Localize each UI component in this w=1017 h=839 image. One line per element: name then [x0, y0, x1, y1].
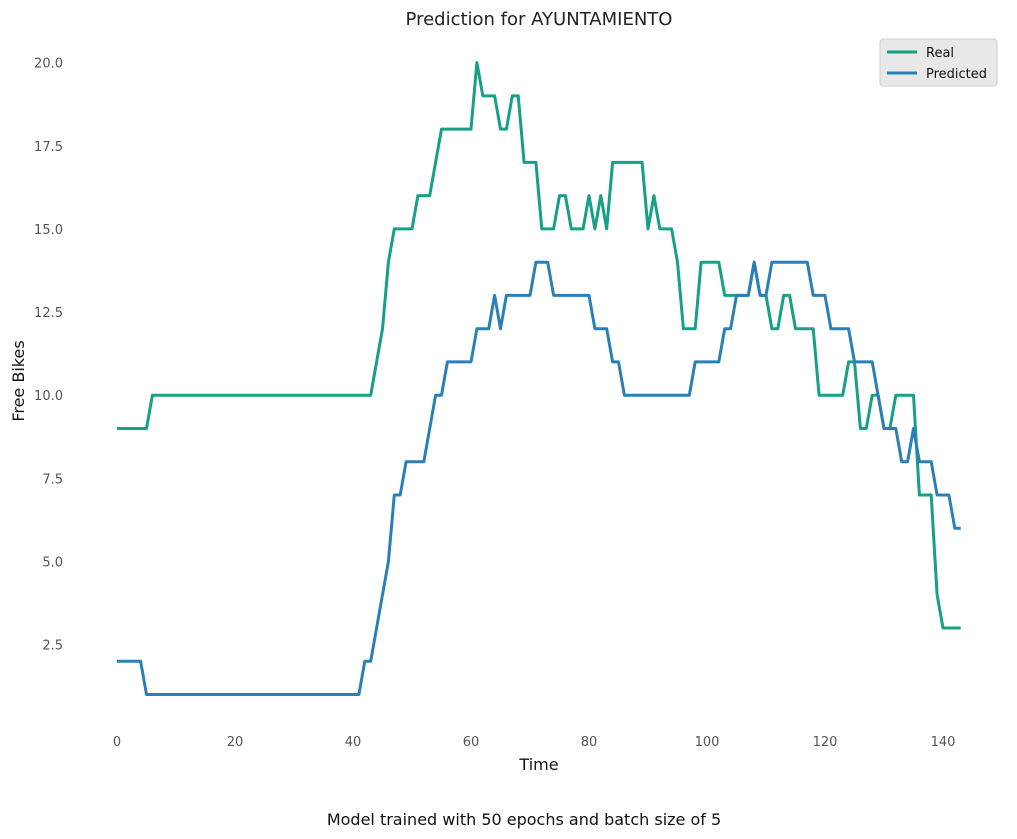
- series-lines: [117, 61, 961, 696]
- x-tick-label: 0: [113, 735, 121, 750]
- y-tick-label: 12.5: [34, 306, 63, 321]
- x-tick-label: 40: [345, 735, 362, 750]
- chart-caption: Model trained with 50 epochs and batch s…: [327, 810, 721, 829]
- y-tick-label: 17.5: [34, 140, 63, 155]
- legend-label-real: Real: [926, 46, 954, 61]
- x-tick-label: 120: [813, 735, 838, 750]
- y-tick-label: 5.0: [42, 556, 63, 571]
- legend-label-predicted: Predicted: [926, 67, 987, 82]
- legend: Real Predicted: [879, 38, 998, 87]
- x-tick-label: 80: [581, 735, 598, 750]
- y-tick-label: 10.0: [34, 389, 63, 404]
- x-tick-label: 100: [695, 735, 720, 750]
- series-line-predicted: [117, 260, 961, 696]
- x-tick-label: 20: [227, 735, 244, 750]
- series-line-real: [117, 61, 961, 630]
- axis-ticks: 0 20 40 60 80 100 120 140 2.5 5.0 7.5 10.0 12.5 15.0 1…: [34, 57, 955, 750]
- y-axis-label: Free Bikes: [9, 340, 28, 421]
- y-tick-label: 15.0: [34, 223, 63, 238]
- y-tick-label: 7.5: [42, 472, 63, 487]
- chart-title: Prediction for AYUNTAMIENTO: [406, 9, 673, 30]
- x-tick-label: 140: [931, 735, 956, 750]
- x-tick-label: 60: [463, 735, 480, 750]
- y-tick-label: 20.0: [34, 57, 63, 72]
- x-axis-label: Time: [518, 755, 558, 774]
- y-tick-label: 2.5: [42, 639, 63, 654]
